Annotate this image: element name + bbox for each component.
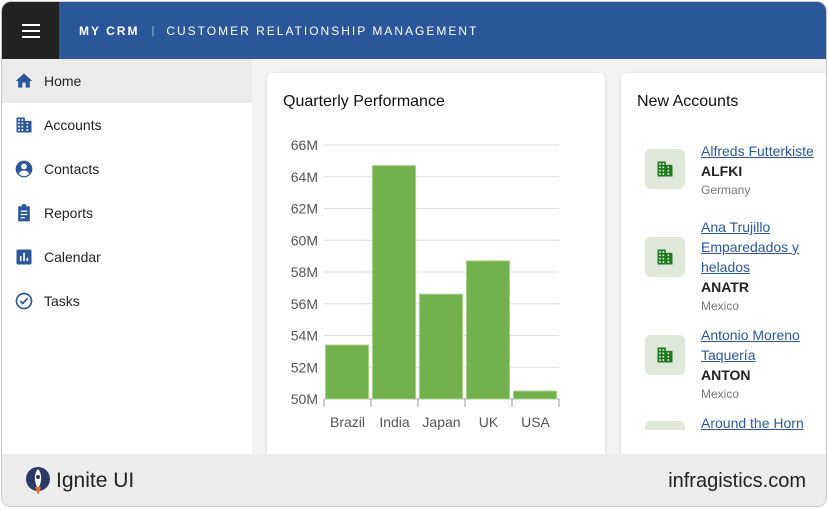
account-name-link[interactable]: Antonio Moreno Taquería [701, 327, 800, 363]
chart-icon [16, 249, 32, 265]
account-code: ANTON [701, 367, 751, 383]
y-tick-label: 54M [291, 328, 318, 344]
bar-chart: 50M 52M 54M 56M 58M 60M 62M 64M 66M Brazil India Ja… [291, 137, 560, 430]
home-icon [15, 73, 33, 88]
y-tick-label: 66M [291, 137, 318, 153]
card-title: New Accounts [637, 93, 739, 110]
quarterly-performance-card: Quarterly Performance 50M 52M 54M 56M 58M 60M… [267, 73, 605, 463]
ignite-ui-logo: Ignite UI [24, 465, 134, 497]
account-country: Mexico [701, 387, 740, 401]
app-title: MY CRM [79, 23, 140, 38]
x-tick-label: USA [521, 414, 550, 430]
sidebar-item-calendar[interactable]: Calendar [2, 235, 252, 279]
account-country: Mexico [701, 299, 740, 313]
y-tick-label: 62M [291, 201, 318, 217]
bar-usa [513, 390, 557, 400]
sidebar-item-label: Contacts [44, 161, 100, 177]
building-icon [645, 149, 685, 189]
clipboard-icon [18, 203, 30, 222]
bar-japan [419, 293, 463, 400]
check-circle-icon [15, 292, 33, 310]
sidebar-item-label: Tasks [44, 293, 80, 309]
account-code: ALFKI [701, 163, 743, 179]
x-tick-label: India [379, 414, 410, 430]
accounts-list: Alfreds Futterkiste ALFKI Germany Ana Tr… [621, 73, 826, 430]
sidebar-item-label: Reports [44, 205, 94, 221]
bar-india [372, 165, 416, 400]
account-country: Germany [701, 183, 751, 197]
logo-text: Ignite UI [56, 469, 135, 492]
account-item: Antonio Moreno Taquería ANTON Mexico [645, 325, 825, 403]
account-item: Ana Trujillo Emparedados y helados ANATR… [645, 217, 825, 315]
y-tick-label: 58M [291, 264, 318, 280]
account-code: ANATR [701, 279, 749, 295]
x-tick-label: UK [479, 414, 499, 430]
building-icon [16, 117, 32, 133]
y-tick-label: 52M [291, 359, 318, 375]
bar-uk [466, 260, 510, 400]
building-icon [645, 237, 685, 277]
hamburger-icon [21, 29, 40, 32]
account-item: Around the Horn [645, 413, 825, 430]
sidebar-item-reports[interactable]: Reports [2, 191, 252, 235]
sidebar-item-label: Accounts [44, 117, 102, 133]
account-name-link[interactable]: Ana Trujillo Emparedados y helados [701, 219, 800, 275]
menu-button[interactable] [2, 2, 59, 59]
building-icon [645, 421, 685, 430]
title-separator: | [151, 24, 155, 37]
new-accounts-card: New Accounts Alfreds Futterkiste ALFKI G… [621, 73, 826, 463]
rocket-icon [26, 467, 50, 495]
sidebar-item-label: Home [44, 73, 82, 89]
app-subtitle: CUSTOMER RELATIONSHIP MANAGEMENT [166, 23, 479, 38]
y-tick-label: 60M [291, 232, 318, 248]
footer: Ignite UI infragistics.com [2, 454, 826, 506]
top-bar: MY CRM | CUSTOMER RELATIONSHIP MANAGEMEN… [2, 2, 826, 59]
bar-brazil [325, 344, 369, 400]
person-icon [15, 160, 33, 178]
account-name-link[interactable]: Alfreds Futterkiste [701, 143, 814, 159]
card-title: Quarterly Performance [283, 93, 445, 110]
sidebar-item-label: Calendar [44, 249, 101, 265]
sidebar: Home Accounts Contacts Reports Calendar … [2, 59, 252, 454]
x-tick-label: Brazil [330, 414, 365, 430]
y-tick-label: 56M [291, 296, 318, 312]
account-name-link[interactable]: Around the Horn [701, 415, 804, 430]
sidebar-item-home[interactable]: Home [2, 59, 252, 103]
building-icon [645, 335, 685, 375]
y-tick-label: 50M [291, 391, 318, 407]
y-tick-label: 64M [291, 169, 318, 185]
sidebar-item-contacts[interactable]: Contacts [2, 147, 252, 191]
sidebar-item-accounts[interactable]: Accounts [2, 103, 252, 147]
site-link[interactable]: infragistics.com [668, 469, 806, 492]
account-item: Alfreds Futterkiste ALFKI Germany [645, 141, 825, 199]
x-tick-label: Japan [422, 414, 460, 430]
sidebar-item-tasks[interactable]: Tasks [2, 279, 252, 323]
